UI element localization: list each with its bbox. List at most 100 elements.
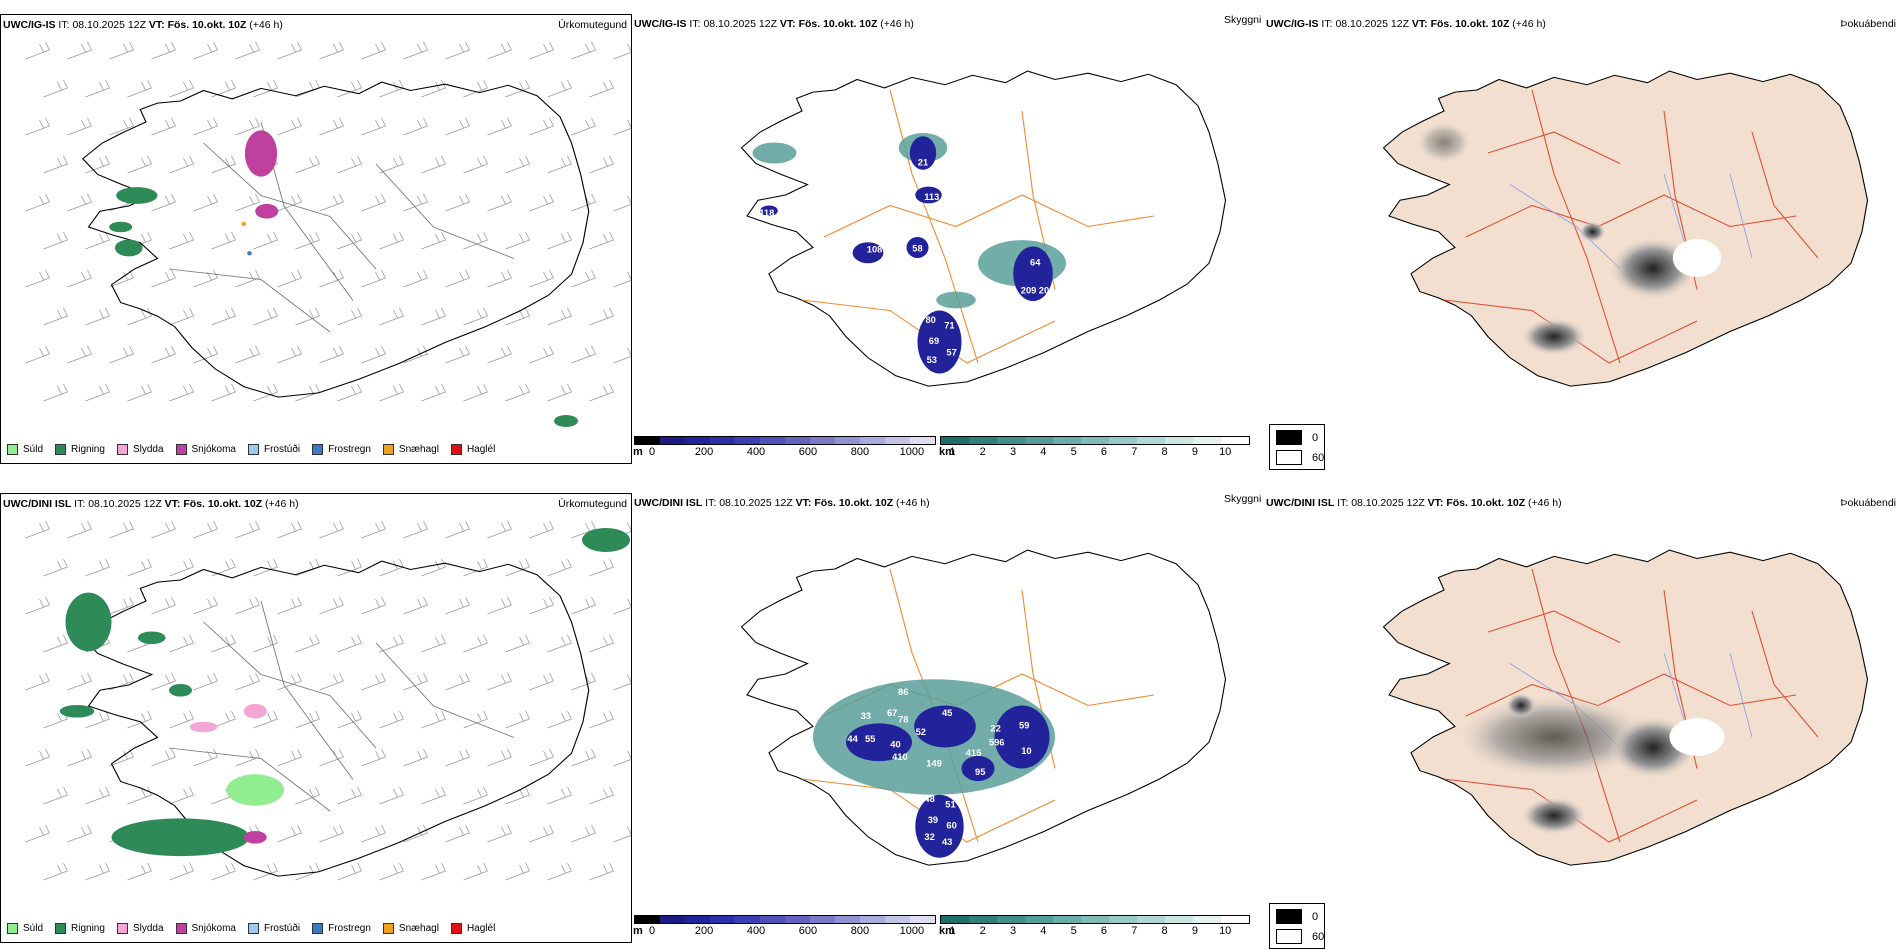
wind-barb (337, 231, 362, 250)
ceiling-tick-label: 1000 (899, 446, 925, 458)
it-value: 08.10.2025 12Z (72, 19, 146, 31)
wind-barb (151, 672, 176, 691)
wind-barb (25, 345, 50, 364)
wind-barb (421, 786, 446, 805)
wind-barb (337, 862, 362, 881)
wind-barb (43, 155, 68, 174)
wind-barb (25, 672, 50, 691)
wind-barb (43, 558, 68, 577)
visibility-colorbar-cell (1137, 437, 1165, 444)
lead-time: (+46 h) (1528, 497, 1562, 509)
wind-barb (85, 558, 110, 577)
wind-barb (253, 558, 278, 577)
wind-barb (319, 345, 344, 364)
ceiling-label: 95 (975, 767, 985, 777)
precip-rain-area (109, 187, 158, 257)
wind-barb (571, 748, 596, 767)
wind-barb (151, 345, 176, 364)
precip-legend: Súld Rigning Slydda Snjókoma Frostúði Frostre… (7, 444, 495, 455)
wind-barb (25, 41, 50, 60)
precip-legend-label: Haglél (466, 444, 496, 455)
ceiling-unit: m (633, 925, 643, 937)
wind-barb (571, 193, 596, 212)
precip-legend-item: Slydda (116, 923, 164, 934)
wind-barb (547, 786, 572, 805)
wind-barb (43, 383, 68, 402)
wind-barb (253, 862, 278, 881)
wind-barb (295, 231, 320, 250)
wind-barb (169, 634, 194, 653)
wind-barb (235, 345, 260, 364)
precip-legend-item: Frostúði (247, 923, 300, 934)
precip-legend-item: Haglél (450, 923, 495, 934)
wind-barb (193, 520, 218, 539)
visibility-colorbar-cell (1081, 437, 1109, 444)
precip-legend-item: Rigning (55, 923, 105, 934)
wind-barb (421, 634, 446, 653)
visibility-colorbar-cell (1221, 437, 1249, 444)
wind-barb (445, 824, 470, 843)
ceiling-label: 108 (867, 245, 883, 255)
wind-barb (67, 672, 92, 691)
wind-barb (463, 710, 488, 729)
wind-barb (613, 750, 631, 767)
wind-barb (379, 383, 404, 402)
ceiling-colorbar-cell (910, 916, 935, 923)
ceiling-label: 80 (926, 315, 936, 325)
wind-barb (529, 345, 554, 364)
wind-barb (487, 345, 512, 364)
precip-legend-swatch (382, 923, 394, 934)
wind-barb (127, 558, 152, 577)
wind-barb (463, 634, 488, 653)
it-value: 08.10.2025 12Z (719, 497, 793, 509)
wind-barb (505, 634, 530, 653)
wind-barb (571, 345, 596, 364)
ceiling-colorbar-cell (860, 916, 885, 923)
wind-barb (277, 269, 302, 288)
fog-title: Þokuábendi (1840, 18, 1896, 30)
wind-barb (193, 117, 218, 136)
wind-barb (547, 155, 572, 174)
visibility-colorbar-cell (1053, 437, 1081, 444)
wind-barb (109, 345, 134, 364)
wind-barb (211, 155, 236, 174)
ceiling-blue-areas (760, 136, 1053, 374)
wind-barb (589, 383, 614, 402)
fog-legend: 0 60 (1269, 903, 1325, 949)
precip-legend-swatch (312, 923, 324, 934)
precip-panel-bottom: UWC/DINI ISL IT: 08.10.2025 12Z VT: Fös.… (0, 493, 632, 943)
vt-value: Fös. 10.okt. 10Z (1446, 497, 1526, 509)
fog-swatch-60 (1276, 450, 1302, 465)
precip-legend-label: Frostúði (263, 444, 301, 455)
wind-barb (547, 383, 572, 402)
wind-barb (319, 193, 344, 212)
panel-header: UWC/DINI ISL IT: 08.10.2025 12Z VT: Fös.… (634, 497, 930, 509)
visibility-colorbar-cell (1053, 916, 1081, 923)
wind-barb (337, 710, 362, 729)
visibility-panel-bottom: UWC/DINI ISL IT: 08.10.2025 12Z VT: Fös.… (632, 493, 1264, 943)
vt-label: VT: (795, 497, 812, 509)
wind-barb (169, 862, 194, 881)
precip-legend-swatch (175, 923, 187, 934)
wind-barb (379, 231, 404, 250)
wind-barb (277, 596, 302, 615)
precip-legend-swatch (116, 923, 128, 934)
wind-barb (487, 117, 512, 136)
ceiling-label: 10 (934, 208, 944, 218)
model-name: UWC/IG-IS (634, 18, 687, 30)
visibility-tick-label: 6 (1100, 925, 1108, 937)
ceiling-label: 48 (924, 794, 934, 804)
wind-barb (571, 672, 596, 691)
wind-barb (505, 383, 530, 402)
wind-barb (127, 862, 152, 881)
wind-barb (487, 672, 512, 691)
wind-barb (529, 520, 554, 539)
wind-barb (151, 41, 176, 60)
visibility-colorbar-cell (1221, 916, 1249, 923)
visibility-tick-label: 1 (949, 446, 956, 458)
visibility-colorbar-cell (1193, 916, 1221, 923)
visibility-unit: km (939, 446, 955, 458)
wind-barb (571, 596, 596, 615)
wind-barb (319, 41, 344, 60)
ceiling-label: 10 (1021, 746, 1031, 756)
